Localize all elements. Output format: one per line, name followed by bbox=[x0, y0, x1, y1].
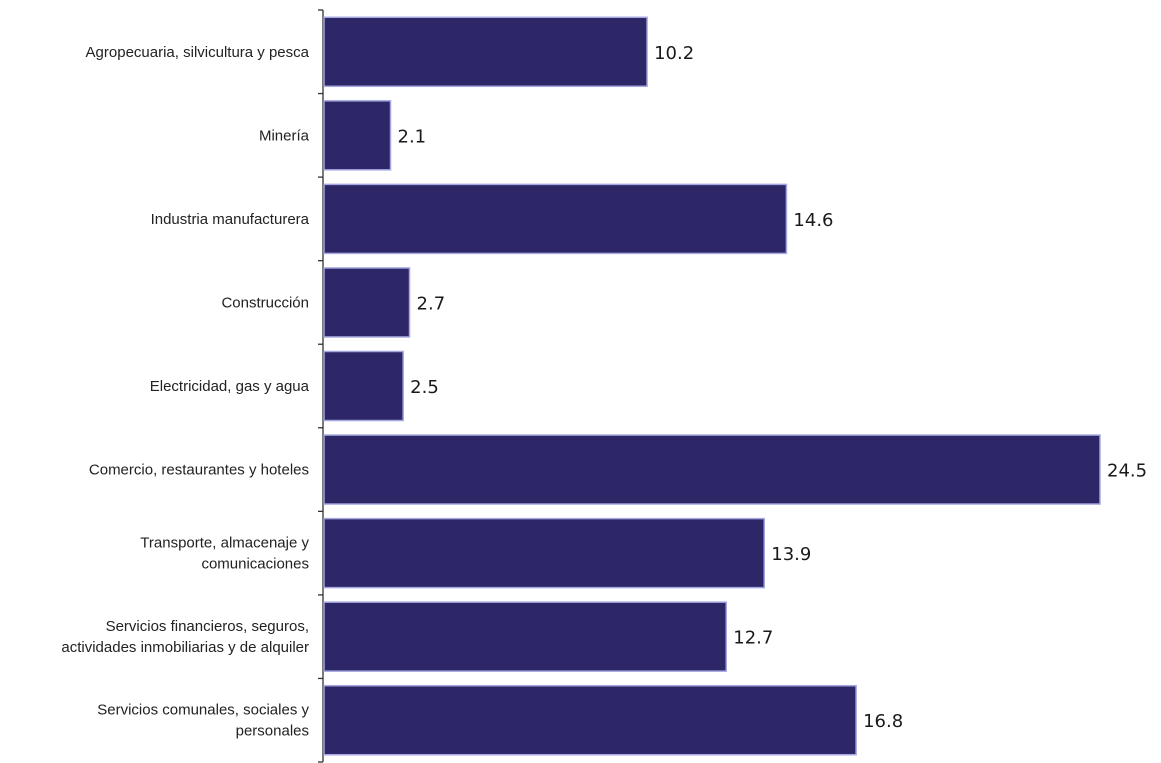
category-label-line: Minería bbox=[259, 127, 310, 144]
category-label-line: Transporte, almacenaje y bbox=[140, 535, 309, 552]
category-label-line: Servicios financieros, seguros, bbox=[106, 618, 309, 635]
value-label: 13.9 bbox=[771, 544, 811, 565]
value-label: 16.8 bbox=[863, 711, 903, 732]
category-label: Electricidad, gas y agua bbox=[150, 378, 310, 395]
value-label: 2.7 bbox=[417, 293, 446, 314]
category-label-line: Agropecuaria, silvicultura y pesca bbox=[86, 44, 310, 61]
category-label: Industria manufacturera bbox=[151, 211, 310, 228]
value-label: 24.5 bbox=[1107, 461, 1147, 482]
category-labels: Agropecuaria, silvicultura y pesca Minerí… bbox=[61, 44, 309, 740]
value-label: 12.7 bbox=[733, 628, 773, 649]
value-label: 2.5 bbox=[410, 377, 439, 398]
bar bbox=[323, 684, 857, 756]
category-label: Transporte, almacenaje y comunicaciones bbox=[140, 535, 309, 573]
category-label-line: actividades inmobiliarias y de alquiler bbox=[61, 639, 309, 656]
category-label: Comercio, restaurantes y hoteles bbox=[89, 462, 309, 479]
bar bbox=[323, 601, 728, 672]
category-label: Construcción bbox=[221, 294, 309, 311]
bar bbox=[323, 350, 404, 422]
category-label: Minería bbox=[259, 127, 310, 144]
value-label: 10.2 bbox=[654, 43, 694, 64]
bar bbox=[323, 434, 1101, 505]
category-label: Agropecuaria, silvicultura y pesca bbox=[86, 44, 310, 61]
category-label: Servicios financieros, seguros, actividad… bbox=[61, 618, 309, 656]
category-label-line: Electricidad, gas y agua bbox=[150, 378, 310, 395]
bar bbox=[323, 517, 766, 589]
category-axis bbox=[318, 9, 324, 763]
value-labels: 10.2 2.1 14.6 2.7 2.5 24.5 13.9 12.7 16.8 bbox=[398, 43, 1148, 732]
category-label-line: Servicios comunales, sociales y bbox=[97, 702, 309, 719]
category-label-line: comunicaciones bbox=[201, 556, 309, 573]
bars bbox=[323, 16, 1101, 756]
category-label-line: Comercio, restaurantes y hoteles bbox=[89, 462, 309, 479]
value-label: 14.6 bbox=[793, 210, 833, 231]
category-label-line: Industria manufacturera bbox=[151, 211, 310, 228]
bar bbox=[323, 183, 788, 255]
bar bbox=[323, 16, 648, 88]
bar bbox=[323, 100, 392, 171]
category-label-line: Construcción bbox=[221, 294, 309, 311]
category-label: Servicios comunales, sociales y personale… bbox=[97, 702, 309, 740]
bar bbox=[323, 267, 411, 338]
category-label-line: personales bbox=[236, 723, 309, 740]
value-label: 2.1 bbox=[398, 126, 427, 147]
